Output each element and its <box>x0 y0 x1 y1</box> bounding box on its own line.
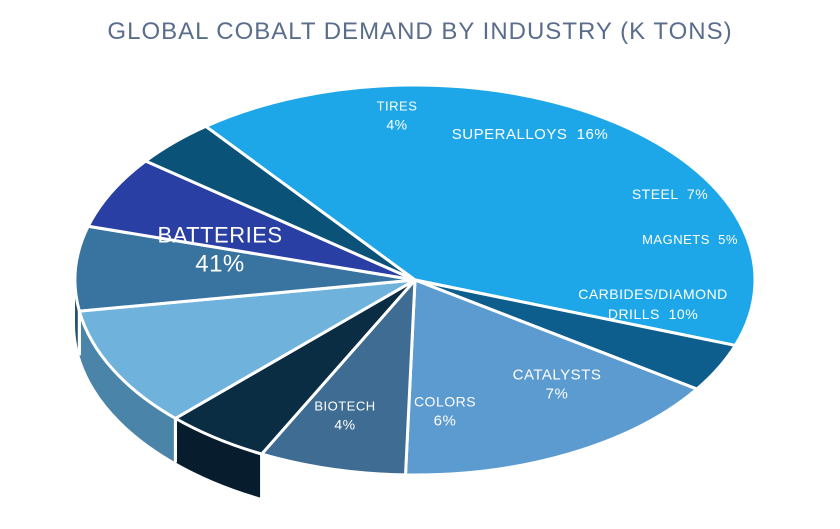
pie-chart <box>0 0 840 529</box>
chart-stage: GLOBAL COBALT DEMAND BY INDUSTRY (K TONS… <box>0 0 840 529</box>
